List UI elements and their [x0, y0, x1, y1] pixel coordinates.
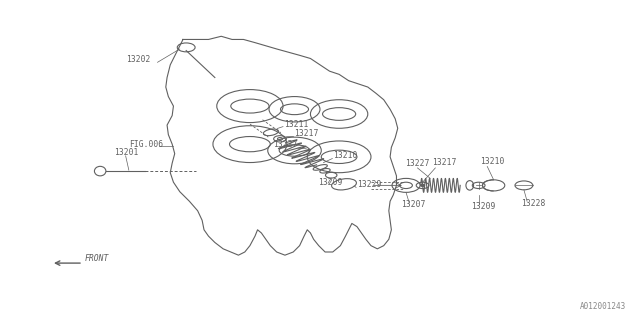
Text: 13209: 13209 — [471, 202, 495, 211]
Text: 13207: 13207 — [401, 200, 426, 209]
Text: 13210: 13210 — [479, 157, 504, 166]
Text: FIG.006: FIG.006 — [129, 140, 163, 149]
Text: FRONT: FRONT — [85, 253, 109, 262]
Circle shape — [420, 184, 424, 186]
Text: 13217: 13217 — [432, 158, 456, 167]
Text: 13217: 13217 — [294, 129, 319, 138]
Text: 13227: 13227 — [273, 140, 298, 149]
Text: 13211: 13211 — [284, 120, 308, 129]
Text: 13228: 13228 — [521, 199, 545, 208]
Text: 13227: 13227 — [404, 159, 429, 168]
Text: 13209: 13209 — [319, 178, 343, 187]
Text: A012001243: A012001243 — [580, 302, 626, 311]
Text: 13229: 13229 — [356, 180, 381, 189]
Text: 13202: 13202 — [125, 55, 150, 64]
Text: 13201: 13201 — [114, 148, 138, 156]
Text: 13210: 13210 — [333, 151, 357, 160]
